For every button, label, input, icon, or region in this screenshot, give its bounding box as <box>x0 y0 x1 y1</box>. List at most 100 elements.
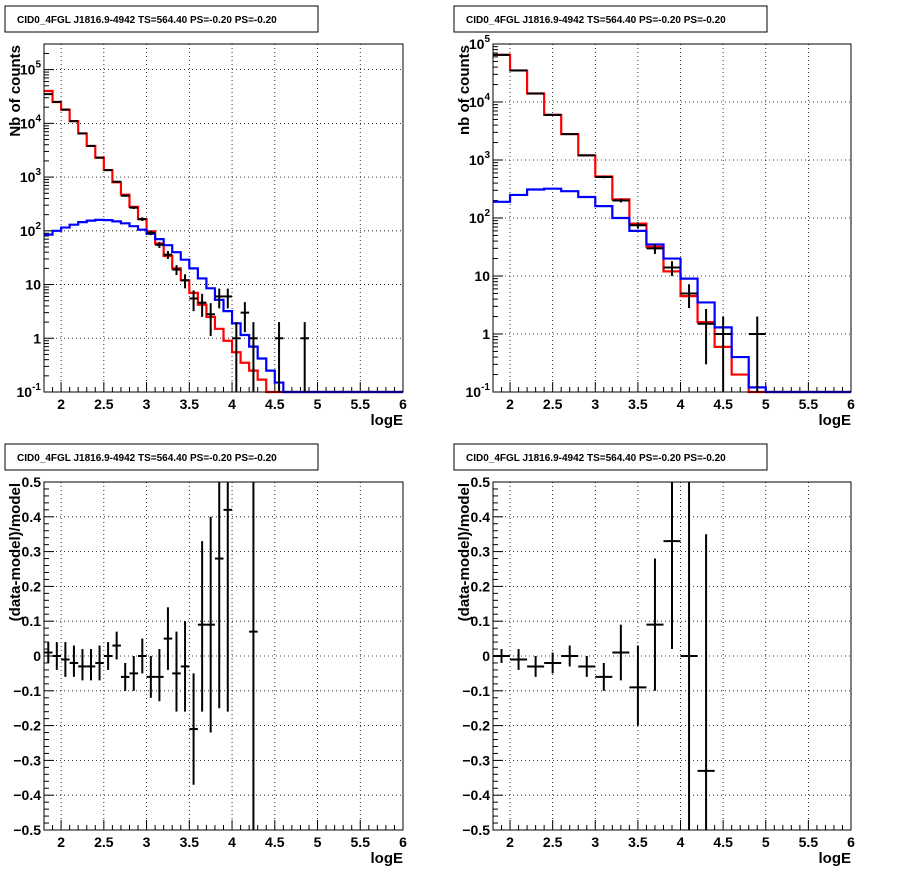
y-tick-label: 105 <box>20 60 42 78</box>
y-tick-label: 0.5 <box>22 474 42 490</box>
title-box <box>4 443 319 471</box>
x-tick-label: 2.5 <box>94 396 114 412</box>
data-point <box>527 92 545 95</box>
panel-bottom-left: 2 2.5 3 3.5 4 4.5 5 5.5 6 −0.5 −0.4 −0.3 −0.2 −0.1 0 0.… <box>4 443 407 867</box>
data-point <box>223 482 233 712</box>
x-tick-label: 5 <box>762 396 770 412</box>
panel-bottom-right: 2 2.5 3 3.5 4 4.5 5 5.5 6 −0.5 −0.4 −0.3 −0.2 −0.1 0 0.… <box>453 443 855 867</box>
y-axis-label: (data-model)/model <box>7 483 24 621</box>
data-point <box>52 100 62 103</box>
data-point <box>206 303 215 337</box>
data-point <box>197 541 207 712</box>
data-point <box>510 69 528 72</box>
y-tick-label: 10 <box>25 277 41 293</box>
data-point <box>61 642 70 677</box>
title-box <box>4 5 319 33</box>
x-tick-label: 2.5 <box>543 834 563 850</box>
y-tick-label: −0.4 <box>13 787 41 803</box>
data-point <box>69 645 79 677</box>
data-point <box>120 662 130 691</box>
x-tick-label: 5.5 <box>351 396 371 412</box>
data-point <box>86 649 96 681</box>
data-point <box>527 656 545 677</box>
y-axis-label: Nb of counts <box>7 45 24 137</box>
data-point <box>146 230 156 236</box>
data-point <box>163 251 173 259</box>
x-tick-label: 2.5 <box>543 396 563 412</box>
data-point <box>129 206 139 210</box>
x-tick-label: 3.5 <box>180 834 200 850</box>
x-tick-label: 2 <box>57 834 65 850</box>
data-point <box>103 642 113 670</box>
histogram-series-0 <box>493 53 851 394</box>
y-tick-label: 0.1 <box>22 613 42 629</box>
x-tick-label: 4 <box>228 396 236 412</box>
data-point <box>223 288 233 309</box>
x-tick-label: 4 <box>228 834 236 850</box>
data-point <box>646 243 664 254</box>
y-tick-label: −0.4 <box>462 787 490 803</box>
data-point <box>300 322 309 392</box>
x-tick-label: 2 <box>506 834 514 850</box>
y-tick-label: 104 <box>20 113 42 131</box>
x-tick-label: 2 <box>506 396 514 412</box>
data-point <box>78 649 87 681</box>
data-point <box>95 645 104 681</box>
chart-title: CID0_4FGL J1816.9-4942 TS=564.40 PS=-0.2… <box>17 453 277 464</box>
y-tick-label: 102 <box>20 221 42 239</box>
y-tick-label: 105 <box>469 34 491 52</box>
y-tick-label: −0.1 <box>13 683 41 699</box>
title-box <box>453 443 768 471</box>
data-point <box>274 322 284 392</box>
data-point <box>120 194 130 197</box>
data-point <box>78 132 87 135</box>
histogram-series-1 <box>493 187 851 394</box>
y-tick-label: 0.1 <box>471 613 491 629</box>
data-point <box>629 645 647 726</box>
data-point <box>189 290 198 312</box>
y-tick-label: 0.3 <box>22 544 42 560</box>
data-point <box>146 656 156 698</box>
data-point <box>510 649 528 670</box>
data-point <box>69 120 79 123</box>
data-point <box>612 198 630 203</box>
y-tick-label: 103 <box>469 150 491 168</box>
x-tick-label: 3 <box>143 396 151 412</box>
x-axis-label: logE <box>819 850 852 867</box>
y-tick-label: 0.2 <box>22 578 42 594</box>
data-point <box>561 133 579 136</box>
chart-title: CID0_4FGL J1816.9-4942 TS=564.40 PS=-0.2… <box>17 15 277 26</box>
data-point <box>544 113 562 116</box>
data-point <box>112 180 121 183</box>
data-point <box>86 144 96 147</box>
x-tick-label: 6 <box>847 396 855 412</box>
data-point <box>206 516 215 733</box>
data-point <box>197 293 207 317</box>
data-point <box>155 241 164 248</box>
data-point <box>214 482 224 709</box>
x-tick-label: 2 <box>57 396 65 412</box>
panel-top-left: 2 2.5 3 3.5 4 4.5 5 5.5 6 10-1 1 10 102 103 104 105 logE… <box>4 5 407 429</box>
x-tick-label: 5 <box>762 834 770 850</box>
data-point <box>578 154 596 157</box>
y-tick-label: 104 <box>469 92 491 110</box>
data-point <box>646 558 664 691</box>
data-point <box>714 316 732 392</box>
y-tick-label: 1 <box>482 326 490 342</box>
x-tick-label: 5 <box>314 834 322 850</box>
y-tick-label: 0.4 <box>471 509 491 525</box>
x-tick-label: 4.5 <box>265 834 285 850</box>
data-point <box>180 274 190 289</box>
data-point <box>629 222 647 229</box>
data-point <box>595 662 613 691</box>
data-point <box>172 265 181 276</box>
y-tick-label: 0 <box>33 648 41 664</box>
x-tick-label: 5 <box>314 396 322 412</box>
y-tick-label: 10 <box>474 268 490 284</box>
x-tick-label: 5.5 <box>351 834 371 850</box>
y-tick-label: −0.2 <box>462 718 490 734</box>
x-tick-label: 3.5 <box>628 396 648 412</box>
x-tick-label: 6 <box>399 396 407 412</box>
data-point <box>578 656 596 677</box>
chart-title: CID0_4FGL J1816.9-4942 TS=564.40 PS=-0.2… <box>466 453 726 464</box>
